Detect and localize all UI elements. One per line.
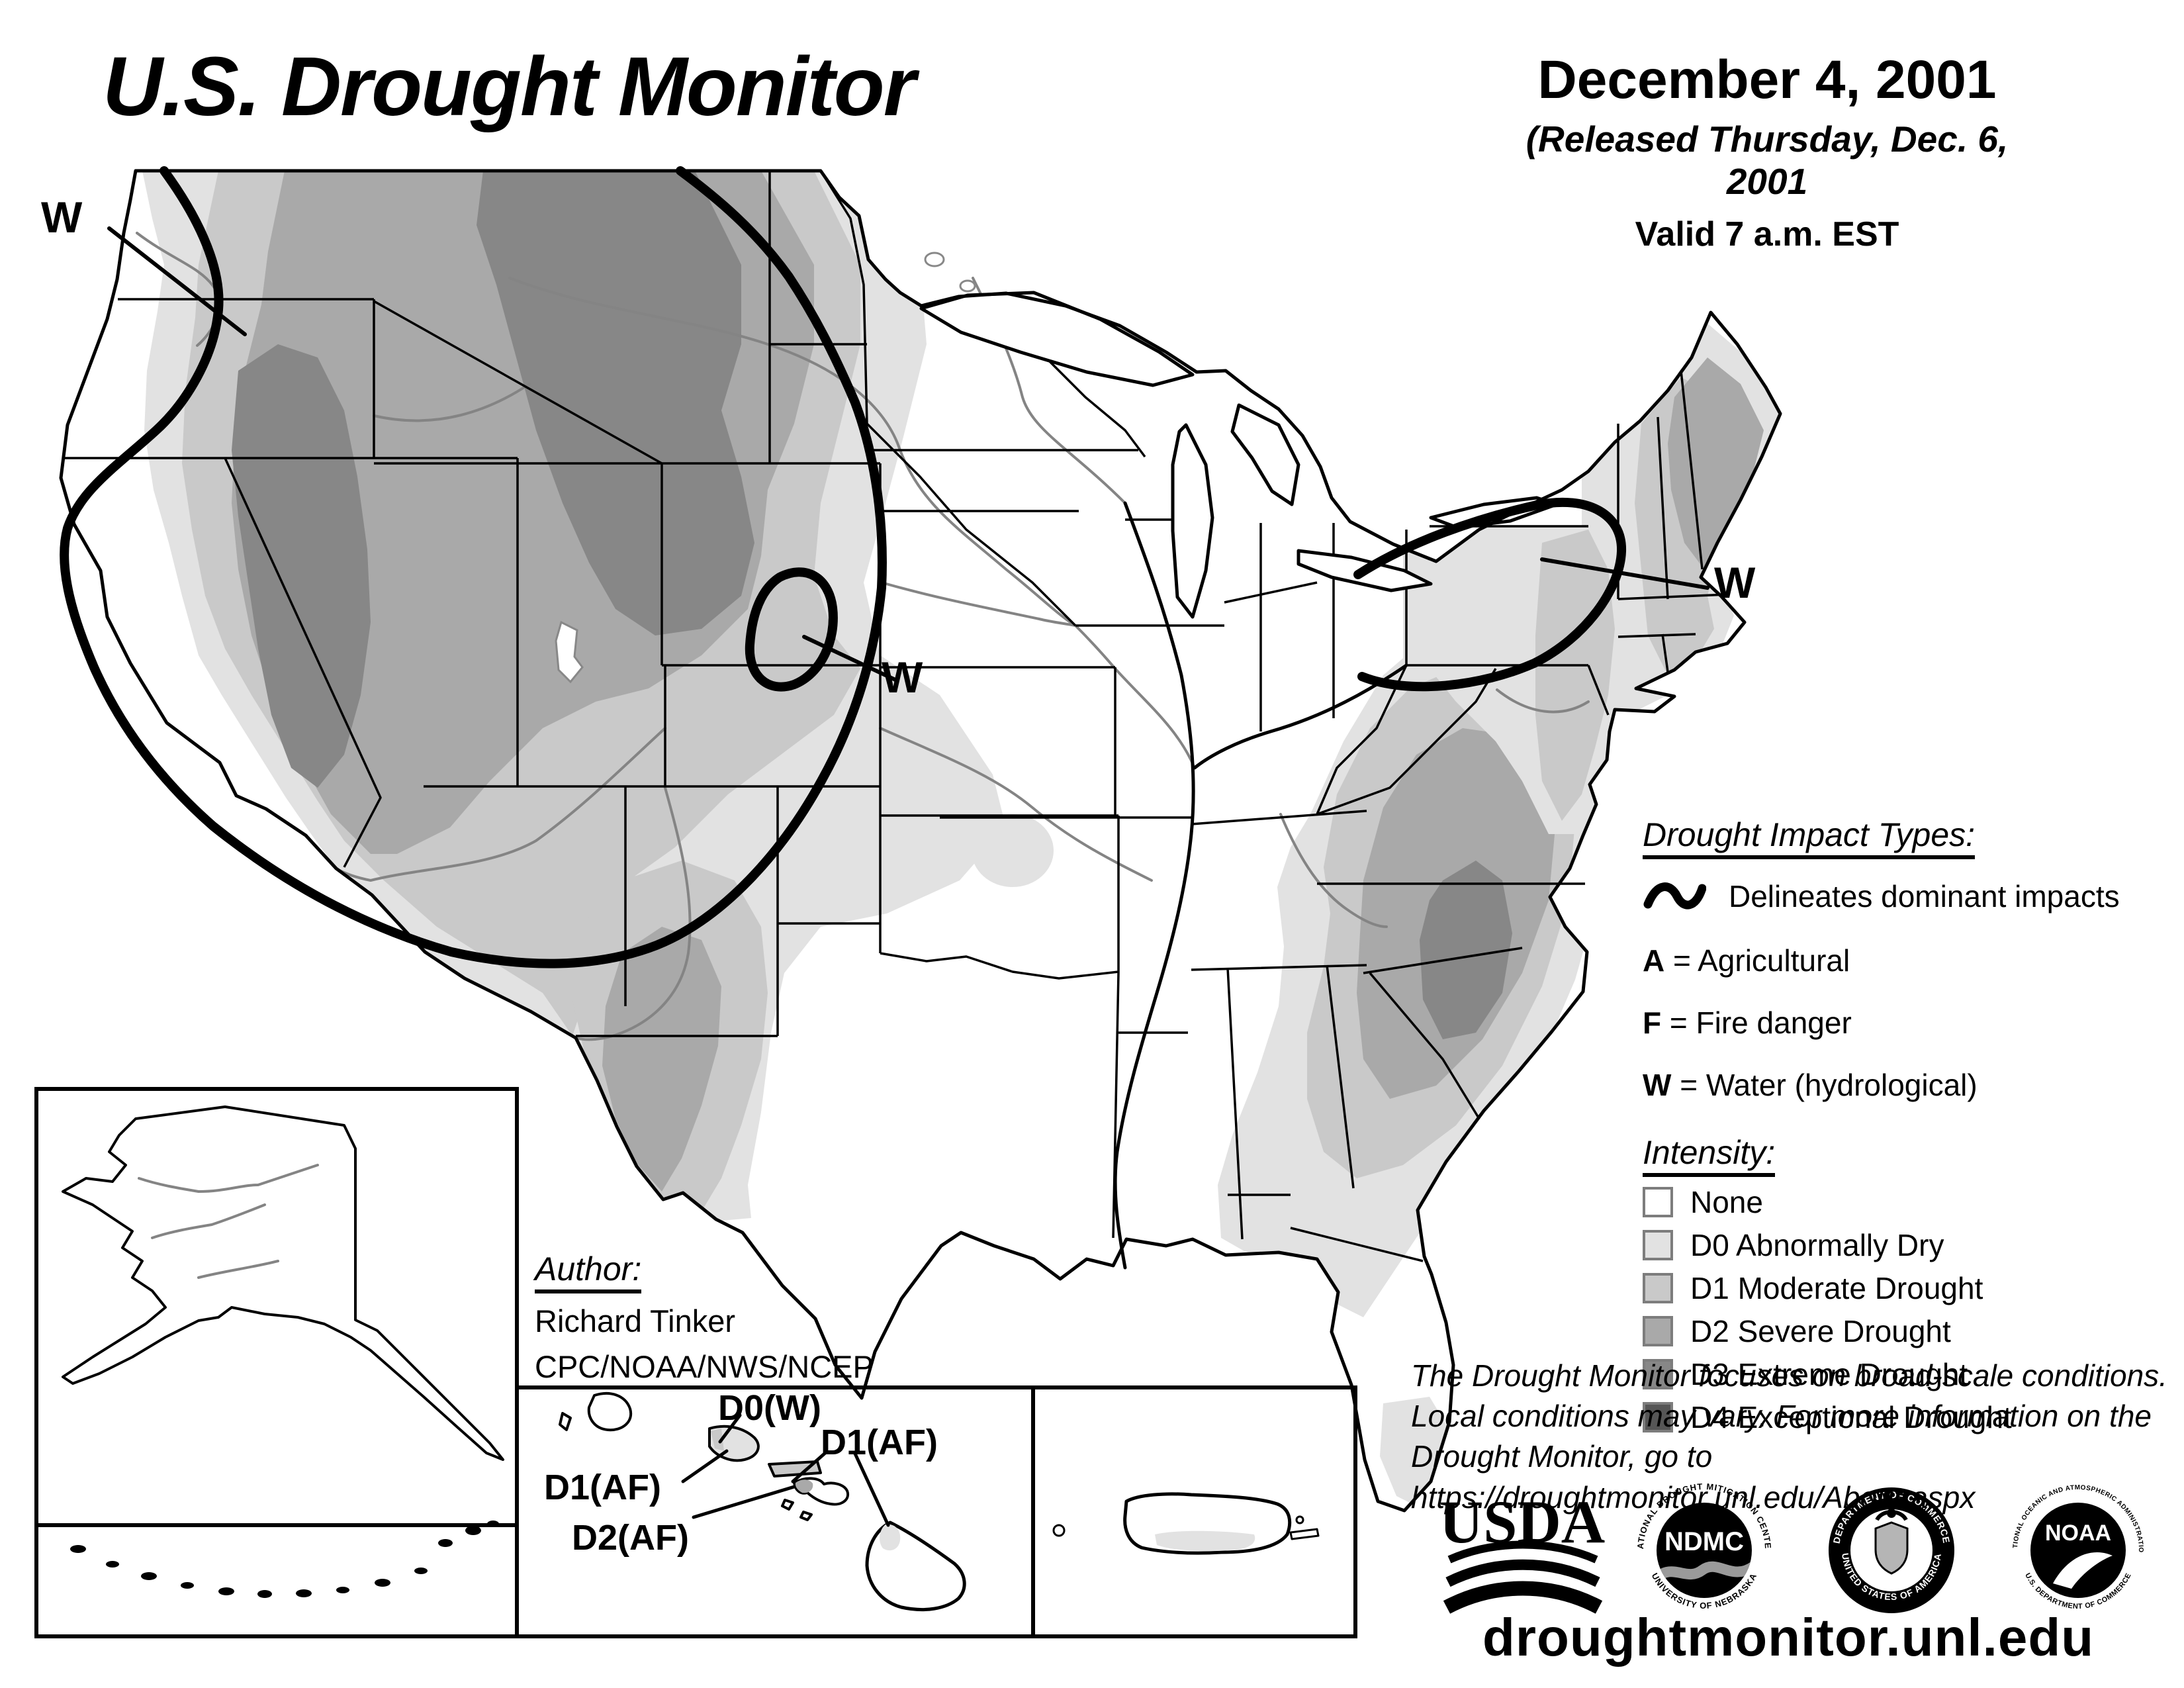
- intensity-row-d2: D2 Severe Drought: [1643, 1313, 2165, 1349]
- intensity-row-d0: D0 Abnormally Dry: [1643, 1227, 2165, 1263]
- d1af-right-pointer-1: [791, 1450, 828, 1483]
- continental-us: [59, 166, 1782, 1513]
- author-block: Author: Richard Tinker CPC/NOAA/NWS/NCEP: [535, 1250, 874, 1385]
- hawaii-label-d1af-left: D1(AF): [544, 1468, 661, 1507]
- molokai: [768, 1460, 822, 1477]
- author-org: CPC/NOAA/NWS/NCEP: [535, 1349, 874, 1384]
- kauai: [587, 1391, 633, 1432]
- drought-d2-texas: [602, 927, 721, 1192]
- river-borders: [1113, 501, 1408, 1270]
- hawaii-label-d1af-right: D1(AF): [821, 1423, 938, 1462]
- drought-d2-maine: [1668, 357, 1764, 569]
- mona-island: [1052, 1524, 1066, 1537]
- delineation-line-icon: [1643, 882, 1706, 910]
- impact-contour-west: [60, 166, 887, 968]
- impact-item-agricultural: A = Agricultural: [1643, 943, 1850, 978]
- disclaimer-line-2: Local conditions may vary. For more info…: [1411, 1399, 2152, 1434]
- swatch-d3: [1643, 1359, 1673, 1389]
- drought-d3-oregon-nevada: [232, 344, 371, 788]
- impact-contour-northeast: [1353, 498, 1627, 692]
- drought-d0-ozarks: [972, 814, 1054, 887]
- inset-boxes: [34, 1087, 1357, 1638]
- intensity-row-d1: D1 Moderate Drought: [1643, 1270, 2165, 1306]
- alaska-rivers: [138, 1164, 319, 1279]
- kahoolawe: [799, 1511, 813, 1521]
- drought-d3-montana-wyoming: [477, 171, 754, 635]
- impact-item-water: W = Water (hydrological): [1643, 1068, 1978, 1102]
- hawaii-label-d0w: D0(W): [718, 1388, 821, 1428]
- release-date: (Released Thursday, Dec. 6, 2001: [1525, 118, 2009, 203]
- w-label-northwest: W: [41, 193, 83, 242]
- author-name: Richard Tinker: [535, 1303, 735, 1338]
- legend: Drought Impact Types: Delineates dominan…: [1643, 816, 2165, 1435]
- swatch-none: [1643, 1187, 1673, 1217]
- minnesota-lakes: [924, 252, 976, 293]
- big-island-d0-patch: [880, 1524, 901, 1551]
- author-heading: Author:: [535, 1250, 642, 1293]
- niihau: [559, 1412, 572, 1431]
- noaa-logo-center: NOAA: [2045, 1521, 2111, 1546]
- disclaimer-line-3: Drought Monitor, go to https://droughtmo…: [1411, 1439, 1976, 1515]
- vieques-island: [1289, 1528, 1320, 1540]
- impact-contours: [60, 166, 1627, 968]
- valid-time: Valid 7 a.m. EST: [1635, 215, 1899, 254]
- map-date: December 4, 2001: [1537, 50, 1997, 110]
- noaa-bird-icon: [2053, 1552, 2113, 1589]
- doc-seal: DEPARTMENT OF COMMERCE UNITED STATES OF …: [1829, 1487, 1954, 1613]
- great-lakes: [919, 291, 1559, 619]
- intensity-row-none: None: [1643, 1184, 2165, 1220]
- lake-michigan: [1171, 423, 1214, 619]
- drought-shading: [142, 171, 1780, 1509]
- aleutians-inset: [70, 1521, 499, 1598]
- disclaimer: The Drought Monitor focuses on broad-sca…: [1411, 1356, 2179, 1518]
- label-pointer-lines: [107, 226, 1709, 682]
- puerto-rico-inset-box: [1031, 1385, 1357, 1638]
- w-central-pointer: [802, 635, 899, 682]
- lanai: [781, 1499, 794, 1511]
- delineates-label: Delineates dominant impacts: [1729, 879, 2120, 914]
- ndmc-logo-center: NDMC: [1664, 1527, 1744, 1556]
- puerto-rico-inset: [1052, 1492, 1320, 1555]
- alaska-inset: [62, 1105, 504, 1461]
- puerto-rico-d0-patch: [1155, 1530, 1255, 1552]
- d2af-pointer: [692, 1485, 796, 1519]
- alaska-outline: [62, 1105, 504, 1461]
- great-salt-lake: [555, 620, 584, 684]
- page-title: U.S. Drought Monitor: [103, 40, 916, 133]
- oahu-d1-patch: [711, 1429, 724, 1451]
- w-label-northeast: W: [1714, 558, 1756, 607]
- swatch-d2: [1643, 1316, 1673, 1346]
- culebra-island: [1295, 1515, 1304, 1524]
- us-outline: [59, 169, 1782, 1513]
- usda-logo: USDA: [1439, 1488, 1605, 1614]
- drought-d1-east-pa-nj: [1535, 530, 1615, 821]
- d0w-pointer: [718, 1413, 742, 1444]
- maui-d2-patch: [795, 1479, 813, 1493]
- disclaimer-line-1: The Drought Monitor focuses on broad-sca…: [1411, 1358, 2167, 1393]
- d1af-right-pointer-2: [853, 1452, 890, 1527]
- swatch-d4: [1643, 1402, 1673, 1432]
- intensity-row-d4: D4 Exceptional Drought: [1643, 1399, 2165, 1435]
- impact-item-fire: F = Fire danger: [1643, 1006, 1852, 1040]
- w-northeast-pointer: [1540, 557, 1709, 590]
- doc-eagle-shield-icon: [1874, 1509, 1909, 1575]
- intensity-row-d3: D3 Extreme Drought: [1643, 1356, 2165, 1392]
- hawaii-label-d2af: D2(AF): [572, 1518, 689, 1558]
- impact-contour-colorado: [745, 567, 838, 692]
- website-url: droughtmonitor.unl.edu: [1482, 1608, 2095, 1667]
- swatch-d1: [1643, 1273, 1673, 1303]
- impact-types-heading: Drought Impact Types:: [1643, 816, 1976, 859]
- d1af-left-pointer: [681, 1449, 729, 1483]
- hawaii-pointer-lines: [681, 1413, 890, 1527]
- date-block: December 4, 2001 (Released Thursday, Dec…: [1482, 50, 2052, 254]
- drought-d3-carolinas: [1420, 861, 1512, 1039]
- hawaii-inset: [559, 1391, 966, 1612]
- intensity-heading: Intensity:: [1643, 1133, 1776, 1177]
- lake-huron: [1230, 403, 1300, 506]
- swatch-d0: [1643, 1230, 1673, 1260]
- w-northwest-pointer: [107, 226, 247, 336]
- w-label-central: W: [882, 653, 923, 702]
